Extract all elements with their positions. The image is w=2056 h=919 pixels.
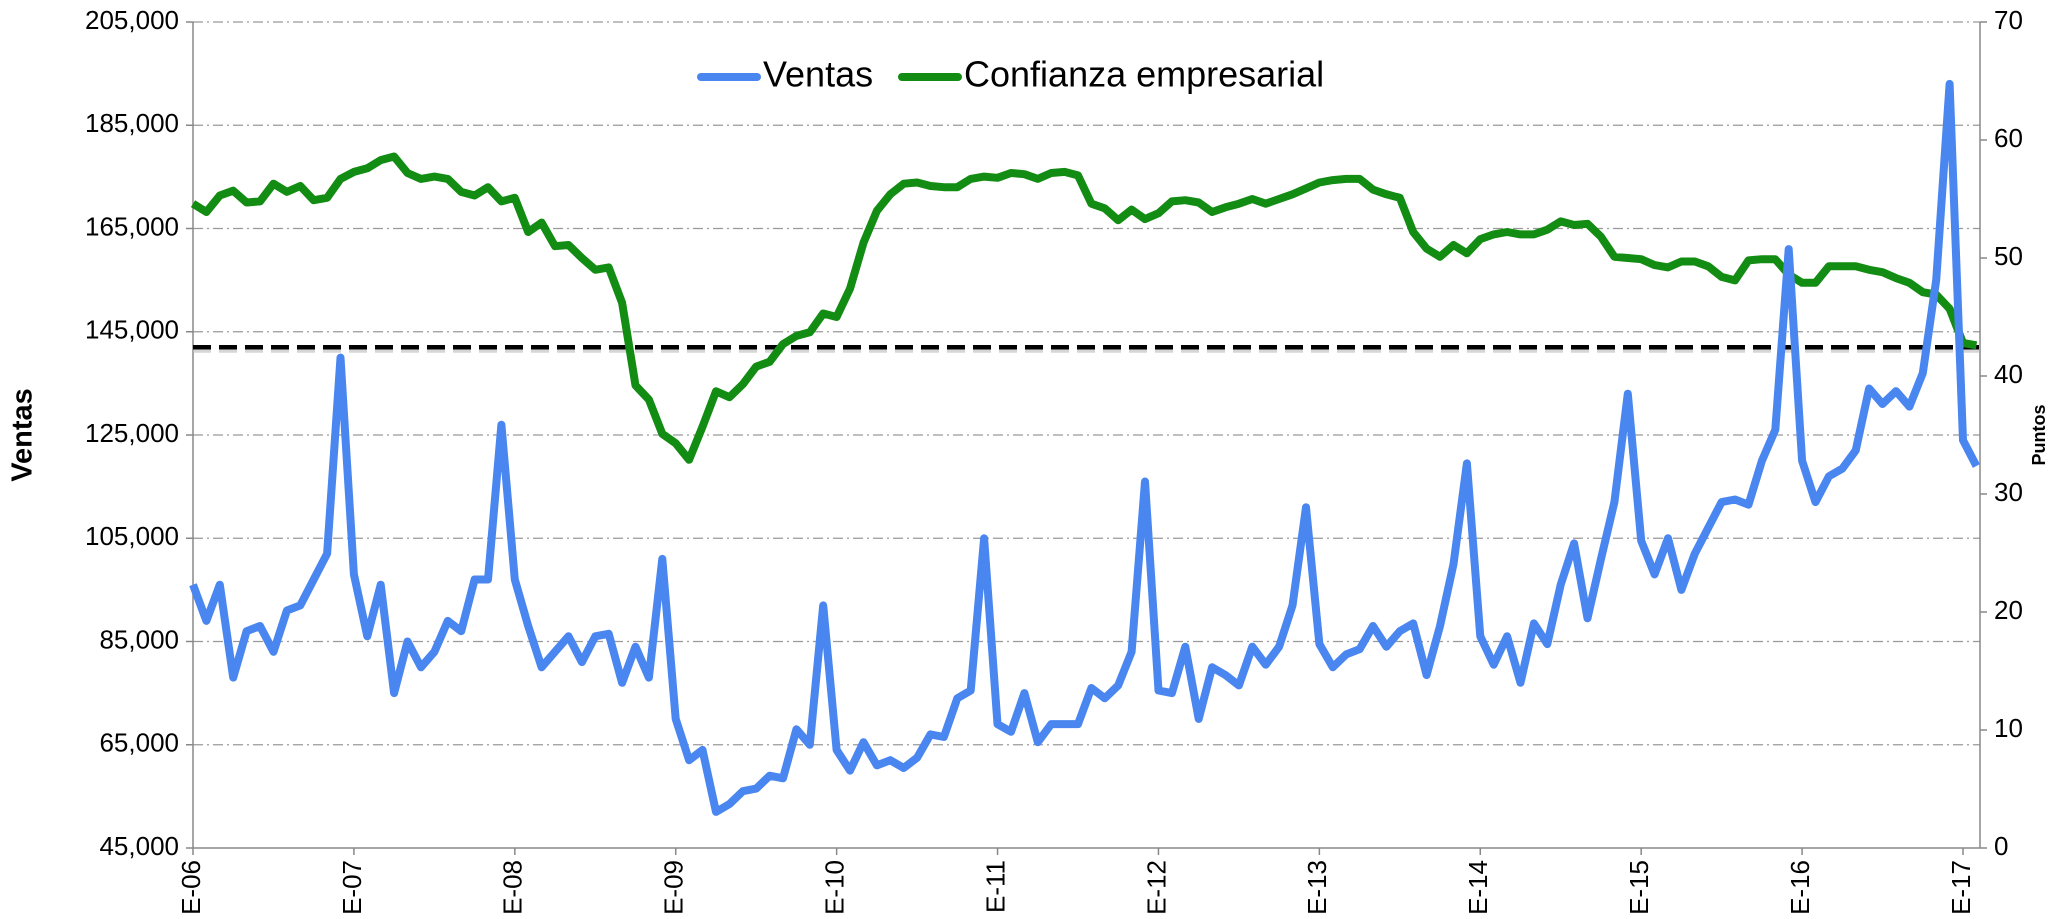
y2-tick-label: 50 <box>1994 241 2023 271</box>
x-tick-label: E-15 <box>1624 860 1654 915</box>
y-axis-label: Ventas <box>7 388 39 482</box>
x-tick-label: E-10 <box>820 860 850 915</box>
x-tick-label: E-06 <box>176 860 206 915</box>
y-tick-label: 65,000 <box>99 728 179 758</box>
y2-tick-label: 30 <box>1994 477 2023 507</box>
y-tick-label: 165,000 <box>85 211 179 241</box>
x-tick-label: E-17 <box>1946 860 1976 915</box>
legend-label: Ventas <box>763 54 873 95</box>
x-tick-label: E-11 <box>980 860 1010 913</box>
y2-tick-label: 60 <box>1994 123 2023 153</box>
y-tick-label: 85,000 <box>99 624 179 654</box>
x-tick-label: E-09 <box>659 860 689 915</box>
x-tick-label: E-16 <box>1785 860 1815 915</box>
y2-tick-label: 20 <box>1994 595 2023 625</box>
y-tick-label: 205,000 <box>85 5 179 35</box>
y-tick-label: 125,000 <box>85 418 179 448</box>
x-tick-label: E-08 <box>498 860 528 915</box>
y2-tick-label: 70 <box>1994 5 2023 35</box>
y2-axis-label: Puntos <box>2029 405 2049 466</box>
y-tick-label: 145,000 <box>85 315 179 345</box>
x-tick-label: E-13 <box>1302 860 1332 915</box>
y-tick-label: 105,000 <box>85 521 179 551</box>
x-tick-label: E-12 <box>1141 860 1171 915</box>
series-line <box>189 79 1980 816</box>
y2-tick-label: 40 <box>1994 359 2023 389</box>
x-tick-label: E-14 <box>1463 860 1493 915</box>
legend-label: Confianza empresarial <box>964 54 1324 95</box>
y2-tick-label: 0 <box>1994 831 2008 861</box>
y-tick-label: 185,000 <box>85 108 179 138</box>
series-line <box>190 152 1978 464</box>
y-tick-label: 45,000 <box>99 831 179 861</box>
x-tick-label: E-07 <box>337 860 367 915</box>
y2-tick-label: 10 <box>1994 713 2023 743</box>
